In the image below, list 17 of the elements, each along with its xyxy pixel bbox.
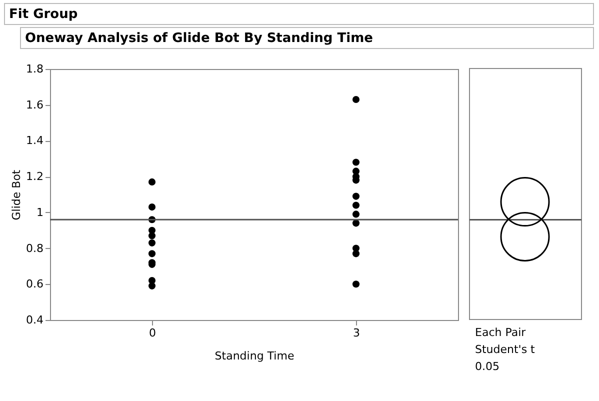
y-tick-label: 0.4 (26, 314, 44, 326)
y-tick-label: 1.4 (26, 134, 44, 148)
y-tick-label: 1.2 (26, 170, 44, 184)
y-tick-label: 1 (36, 206, 44, 219)
x-tick-label: 3 (353, 326, 360, 340)
x-tick-label: 0 (149, 326, 156, 340)
chart-subtitle: Oneway Analysis of Glide Bot By Standing Time (20, 27, 594, 49)
x-axis-title: Standing Time (214, 350, 294, 362)
y-axis-title: Glide Bot (10, 169, 24, 220)
text: 0.05 (475, 360, 500, 373)
text: Each Pair (475, 326, 526, 339)
y-tick-label: 0.8 (26, 242, 44, 255)
y-tick-label: 1.6 (26, 98, 44, 112)
chart-title: Fit Group (4, 3, 594, 25)
text: Student's t (475, 343, 535, 356)
y-tick-label: 1.8 (26, 62, 44, 76)
y-tick-label: 0.6 (26, 278, 44, 291)
